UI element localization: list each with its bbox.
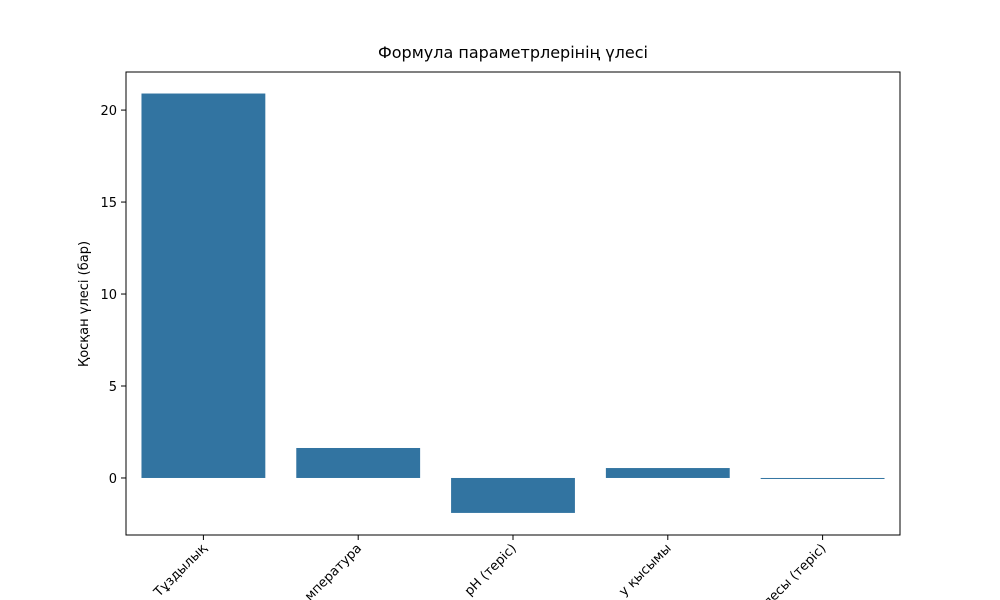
x-tick-label: лесы (теріс) [760,541,829,600]
bar [605,468,730,478]
y-tick-label: 15 [100,196,117,211]
x-tick-label: у қысымы [616,541,674,599]
plot-frame [125,71,901,536]
x-tick-label: pH (теріс) [462,541,520,599]
y-axis-label: Қосқан үлесі (бар) [77,241,92,367]
y-tick-label: 5 [109,380,117,395]
y-tick-label: 0 [109,472,117,487]
bar [760,477,885,479]
bar [451,477,575,513]
y-tick-label: 20 [100,104,117,119]
bar [141,93,266,478]
y-tick-label: 10 [100,288,117,303]
bar [296,447,421,478]
x-tick-label: мпература [302,541,365,600]
x-tick-label: Тұздылық [151,541,211,600]
chart-title: Формула параметрлерінің үлесі [378,43,648,62]
